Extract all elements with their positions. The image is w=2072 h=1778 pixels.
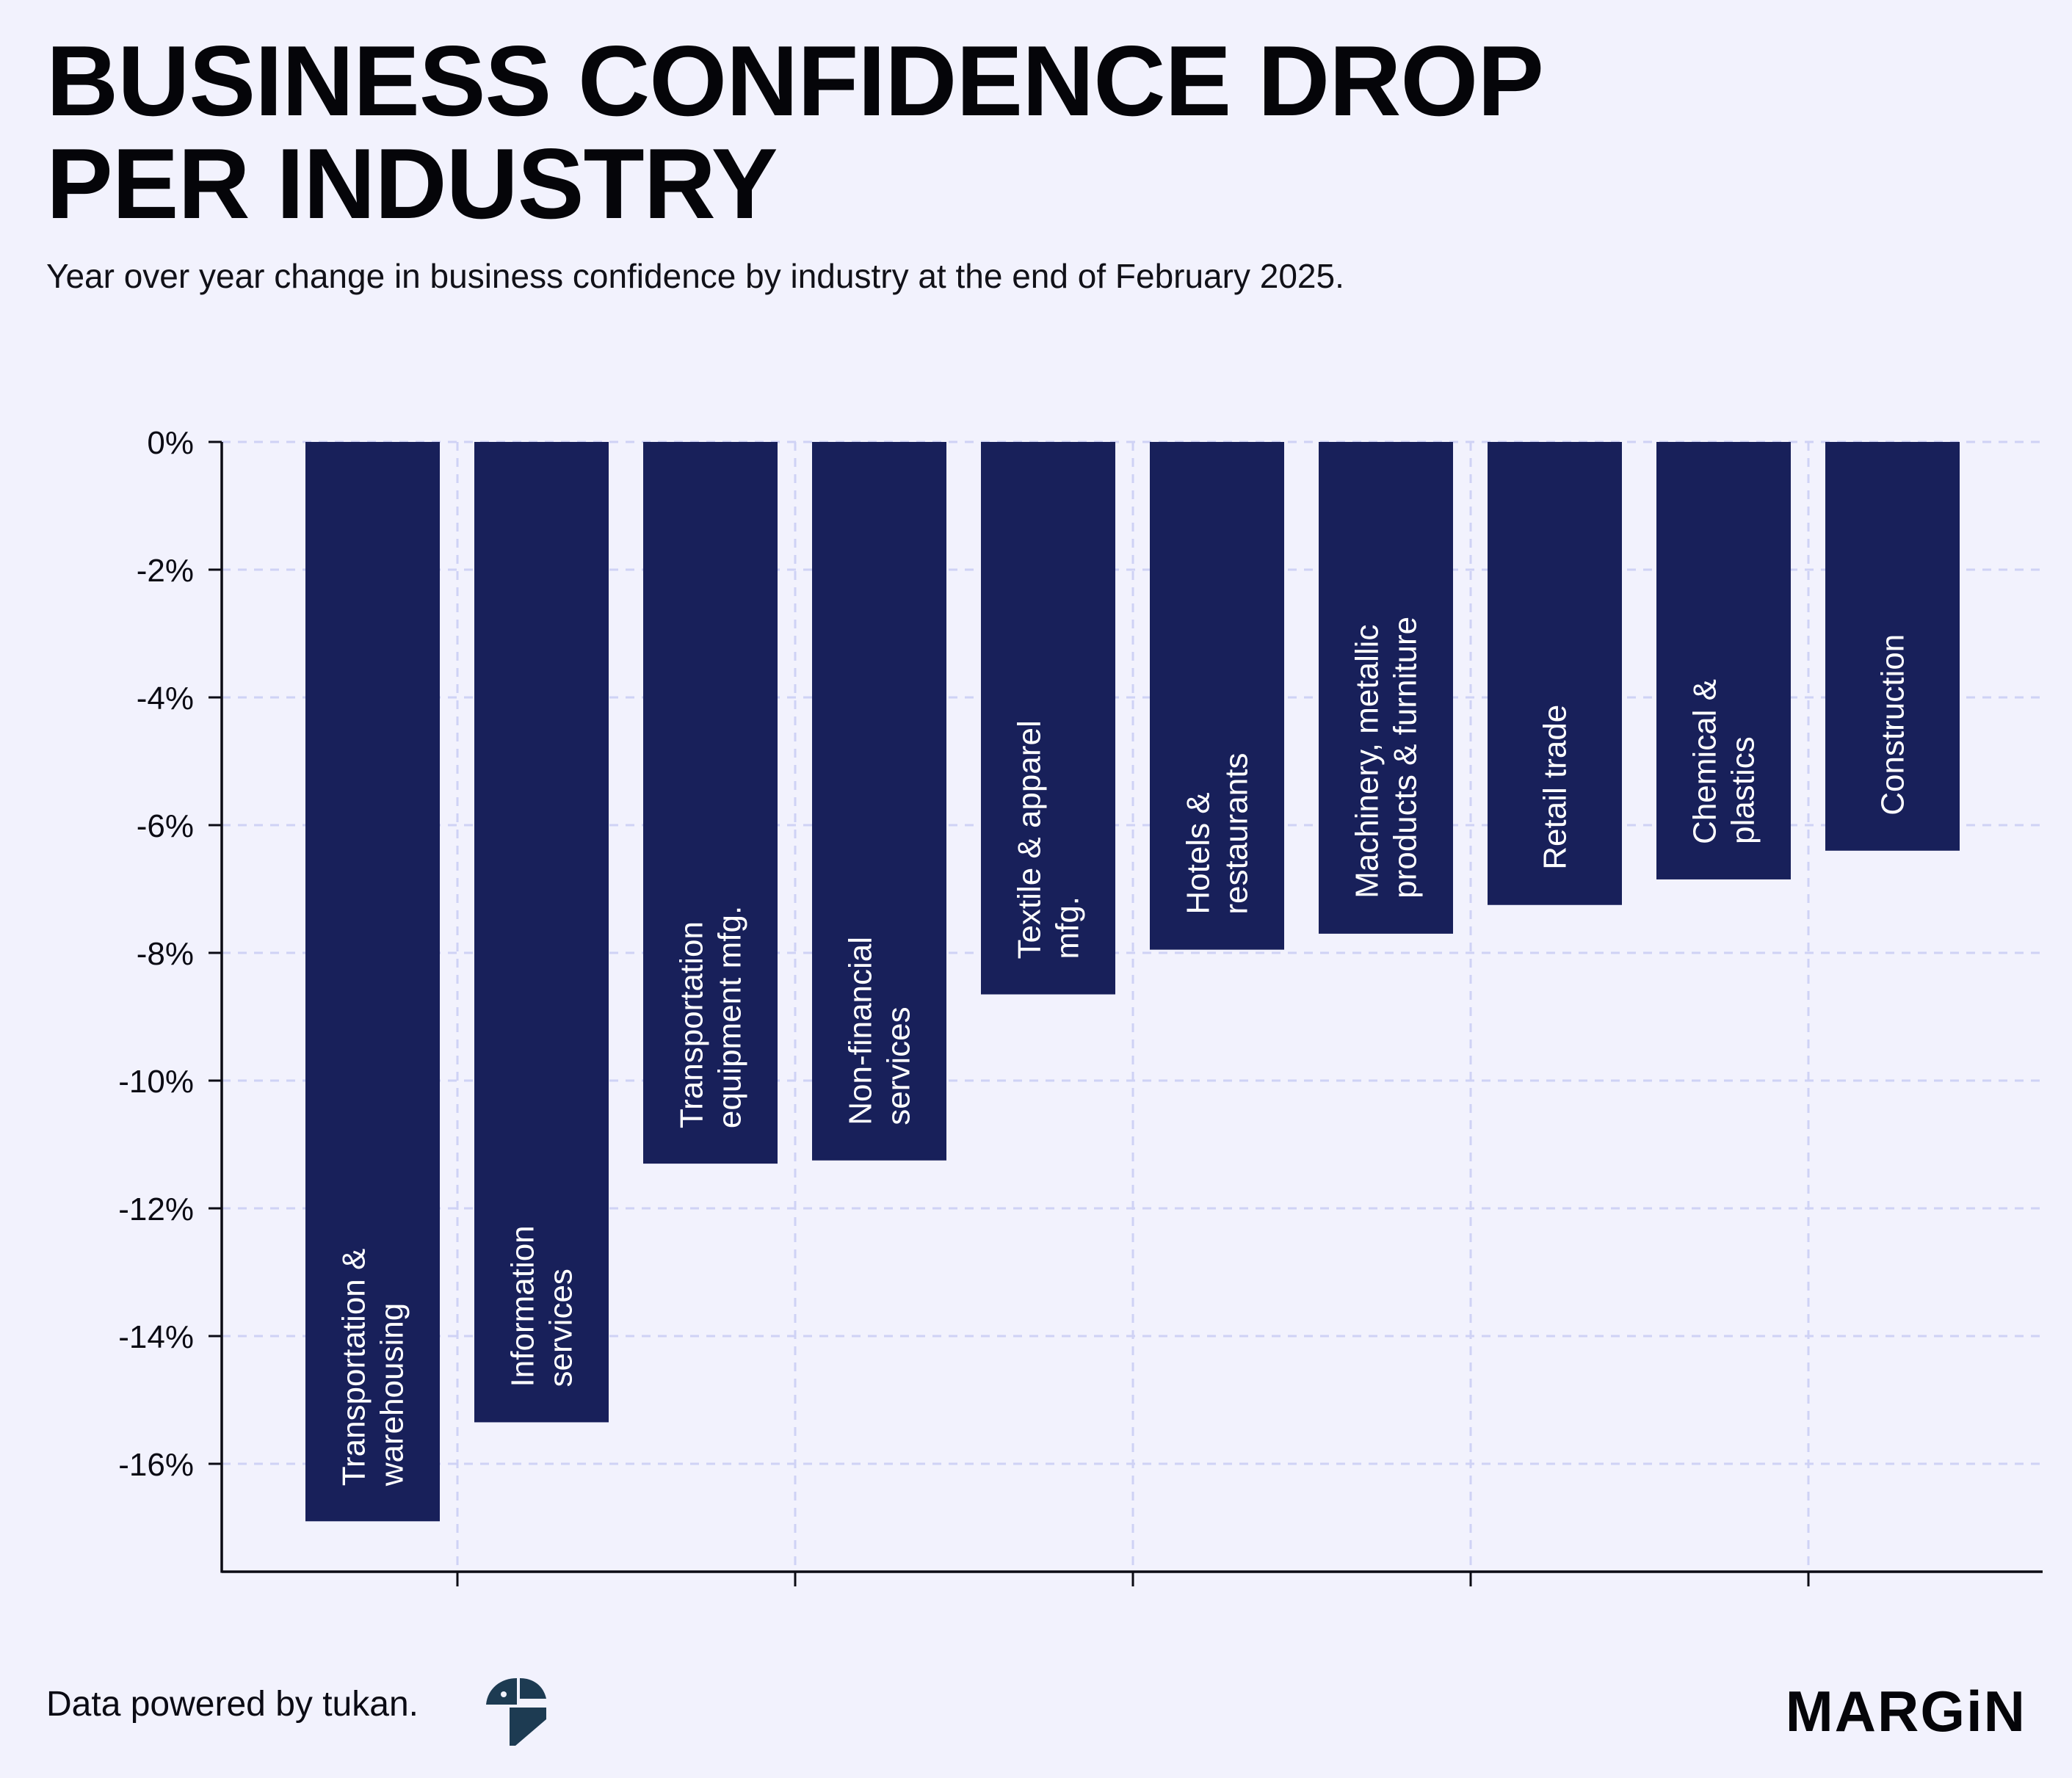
bar-label-line: Retail trade	[1537, 705, 1573, 870]
bar-label: Retail trade	[1537, 705, 1573, 870]
bar-label-line: warehousing	[374, 1303, 410, 1487]
y-tick-label: -14%	[118, 1319, 194, 1355]
bar-label: Hotels &restaurants	[1181, 753, 1255, 915]
axes: 0% -2% -4% -6% -8% -10% -12% -14% -16%	[118, 425, 2043, 1586]
bar-label: Transportation &warehousing	[336, 1249, 410, 1487]
bar-label: Transportationequipment mfg.	[674, 906, 748, 1128]
bar	[1150, 442, 1284, 950]
title-line-2: PER INDUSTRY	[46, 128, 778, 239]
bar-label-line: Chemical &	[1687, 679, 1723, 844]
tukan-logo-icon	[486, 1678, 546, 1746]
y-tick-label: -8%	[137, 936, 194, 972]
bar-label: Informationservices	[505, 1225, 579, 1387]
page-title: BUSINESS CONFIDENCE DROP PER INDUSTRY	[46, 29, 1662, 235]
chart-subtitle: Year over year change in business confid…	[46, 257, 1344, 295]
bar-label-line: Hotels &	[1181, 792, 1217, 914]
bar-label-line: restaurants	[1219, 753, 1255, 915]
bar	[981, 442, 1115, 995]
margin-brand-logo: MARGiN	[1785, 1679, 2026, 1743]
bar	[305, 442, 440, 1522]
bar	[474, 442, 609, 1423]
grid-lines	[222, 440, 2043, 1572]
bar-label-line: Non-financial	[843, 937, 879, 1125]
bar-label: Non-financialservices	[843, 937, 917, 1125]
bar	[643, 442, 778, 1164]
bar	[812, 442, 946, 1161]
bar-label-line: plastics	[1725, 736, 1761, 844]
bar-label-line: Machinery, metallic	[1350, 625, 1385, 899]
bar	[1488, 442, 1622, 905]
bar-label-line: services	[543, 1269, 579, 1387]
bar-label: Chemical &plastics	[1687, 679, 1761, 844]
bar	[1319, 442, 1453, 934]
y-tick-label: -10%	[118, 1064, 194, 1100]
y-tick-label: -2%	[137, 553, 194, 589]
bar-label-line: mfg.	[1050, 896, 1086, 959]
bar-label-line: Information	[505, 1225, 541, 1387]
bar-label-line: products & furniture	[1388, 617, 1424, 899]
bar-label-line: Transportation	[674, 921, 710, 1128]
bar-label: Textile & apparelmfg.	[1012, 720, 1086, 959]
title-line-1: BUSINESS CONFIDENCE DROP	[46, 25, 1544, 137]
data-source-note: Data powered by tukan.	[46, 1685, 419, 1724]
y-tick-label: -4%	[137, 681, 194, 716]
bar-label: Machinery, metallicproducts & furniture	[1350, 617, 1424, 899]
bars: Transportation &warehousing Informationse…	[305, 442, 1960, 1522]
bar-label-line: Transportation &	[336, 1249, 372, 1487]
bar-label-line: services	[881, 1006, 917, 1125]
y-tick-label: -16%	[118, 1447, 194, 1483]
bar	[1825, 442, 1960, 851]
bar-label: Construction	[1875, 634, 1911, 816]
y-tick-label: -6%	[137, 808, 194, 844]
y-tick-label: -12%	[118, 1191, 194, 1227]
y-tick-label: 0%	[147, 425, 194, 461]
bar-label-line: equipment mfg.	[712, 906, 748, 1128]
bar-label-line: Textile & apparel	[1012, 720, 1048, 959]
bar-label-line: Construction	[1875, 634, 1911, 816]
bar	[1656, 442, 1791, 879]
